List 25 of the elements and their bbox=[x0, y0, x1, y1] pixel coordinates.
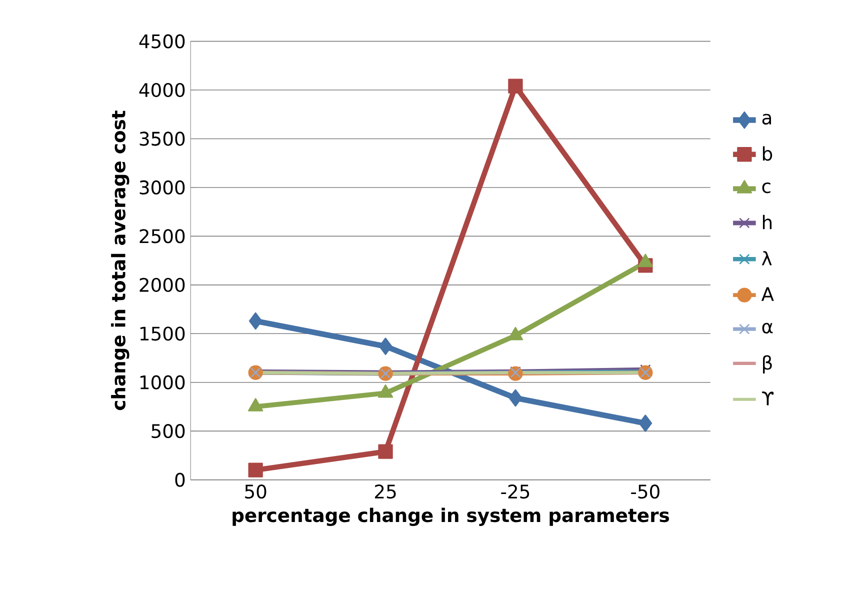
legend-label: λ bbox=[762, 251, 772, 266]
legend-label: b bbox=[762, 146, 772, 161]
x-tick-label: -50 bbox=[631, 484, 660, 499]
y-tick-label: 4000 bbox=[139, 83, 185, 98]
y-tick-label: 3000 bbox=[140, 180, 185, 195]
y-tick-label: 4500 bbox=[139, 34, 185, 48]
y-tick-label: 2500 bbox=[140, 229, 185, 244]
y-tick-label: 2000 bbox=[140, 278, 185, 292]
legend-label: A bbox=[761, 287, 774, 301]
y-tick-label: 1000 bbox=[140, 375, 185, 390]
y-tick-label: 500 bbox=[152, 424, 185, 438]
legend-label: ϒ bbox=[762, 392, 774, 406]
legend-label: c bbox=[762, 182, 770, 194]
y-tick-label: 3500 bbox=[140, 132, 185, 146]
y-tick-label: 1500 bbox=[140, 326, 185, 341]
x-tick-label: 50 bbox=[245, 484, 266, 499]
legend-label: h bbox=[762, 215, 772, 230]
x-axis-title: percentage change in system parameters bbox=[232, 508, 669, 526]
x-tick-label: 25 bbox=[375, 484, 396, 499]
legend-label: a bbox=[762, 114, 772, 125]
legend-label: β bbox=[763, 355, 772, 374]
y-tick-label: 0 bbox=[175, 472, 185, 487]
y-axis-title: change in total average cost bbox=[111, 110, 130, 410]
legend-label: α bbox=[762, 322, 773, 334]
x-tick-label: -25 bbox=[501, 484, 530, 499]
